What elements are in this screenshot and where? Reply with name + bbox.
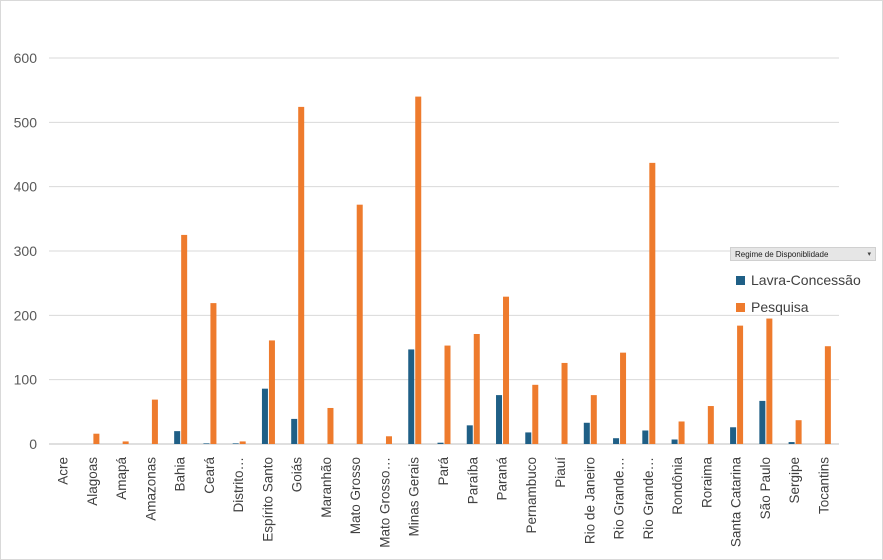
bar-pesquisa	[415, 96, 422, 444]
bar-pesquisa	[210, 303, 217, 444]
bar-pesquisa	[561, 362, 568, 444]
bar-lavra	[671, 439, 678, 444]
bar-pesquisa	[327, 407, 334, 444]
x-tick-label: Rio Grande…	[641, 457, 656, 540]
x-tick-label: Espírito Santo	[260, 457, 275, 542]
bar-lavra	[437, 442, 444, 444]
x-tick-label: Mato Grosso	[348, 457, 363, 534]
bar-pesquisa	[532, 384, 539, 444]
x-tick-label: Acre	[56, 457, 71, 485]
x-tick-label: Mato Grosso…	[377, 457, 392, 548]
y-tick-label: 100	[14, 372, 38, 388]
bar-lavra	[525, 432, 532, 444]
bar-pesquisa	[707, 406, 714, 444]
legend: Regime de Disponiblidade ▾ Lavra-Concess…	[730, 247, 876, 315]
bar-pesquisa	[678, 421, 685, 444]
y-tick-label: 400	[14, 179, 38, 195]
bar-lavra	[788, 442, 795, 444]
x-tick-label: Paraíba	[465, 457, 480, 505]
bar-lavra	[496, 395, 503, 444]
x-tick-label: Tocantins	[816, 457, 831, 514]
bar-pesquisa	[766, 318, 773, 444]
bar-lavra	[261, 388, 268, 444]
bar-lavra	[583, 422, 590, 444]
bar-pesquisa	[444, 345, 451, 444]
bar-lavra	[642, 430, 649, 444]
x-tick-label: Roraima	[699, 457, 714, 509]
bar-pesquisa	[181, 234, 188, 444]
bar-pesquisa	[122, 441, 129, 444]
y-tick-label: 200	[14, 307, 38, 323]
bar-pesquisa	[737, 325, 744, 444]
x-tick-label: Alagoas	[85, 457, 100, 506]
bar-lavra	[466, 425, 473, 444]
legend-item-pesquisa: Pesquisa	[736, 299, 876, 315]
x-tick-label: Pernambuco	[524, 457, 539, 534]
bar-lavra	[613, 438, 620, 444]
x-tick-label: Paraná	[495, 457, 510, 501]
bar-lavra	[232, 443, 239, 444]
y-tick-label: 0	[29, 436, 37, 452]
bar-pesquisa	[151, 399, 158, 444]
x-tick-label: Rondônia	[670, 457, 685, 515]
legend-item-lavra: Lavra-Concessão	[736, 272, 876, 288]
bar-pesquisa	[268, 340, 275, 444]
legend-label-pesquisa: Pesquisa	[751, 299, 809, 315]
x-tick-label: Goiás	[290, 457, 305, 493]
bar-pesquisa	[590, 395, 597, 444]
bar-pesquisa	[356, 204, 363, 444]
bar-pesquisa	[93, 433, 100, 444]
x-tick-label: Ceará	[202, 457, 217, 494]
bar-lavra	[291, 418, 298, 444]
legend-label-lavra: Lavra-Concessão	[751, 272, 861, 288]
bar-pesquisa	[503, 296, 510, 444]
bar-pesquisa	[298, 106, 305, 444]
bar-pesquisa	[385, 436, 392, 444]
x-tick-label: Amapá	[114, 457, 129, 500]
bar-pesquisa	[649, 162, 656, 444]
legend-filter-dropdown[interactable]: Regime de Disponiblidade ▾	[730, 247, 876, 261]
chevron-down-icon[interactable]: ▾	[867, 251, 871, 258]
bar-pesquisa	[239, 441, 246, 444]
bar-lavra	[174, 431, 181, 444]
x-tick-label: Rio Grande…	[612, 457, 627, 540]
x-tick-label: Santa Catarina	[729, 457, 744, 548]
x-tick-label: Piauí	[553, 457, 568, 488]
bar-pesquisa	[824, 346, 831, 444]
y-tick-label: 600	[14, 50, 38, 66]
bar-lavra	[408, 349, 415, 444]
x-tick-label: Maranhão	[319, 457, 334, 518]
legend-swatch-pesquisa	[736, 302, 745, 312]
x-tick-label: Minas Gerais	[407, 457, 422, 537]
x-tick-label: Sergipe	[787, 457, 802, 504]
y-tick-label: 500	[14, 114, 38, 130]
bar-pesquisa	[795, 420, 802, 444]
x-tick-label: Amazonas	[143, 457, 158, 521]
bar-pesquisa	[473, 333, 480, 444]
x-tick-label: São Paulo	[758, 457, 773, 519]
x-tick-label: Distrito…	[231, 457, 246, 513]
bar-pesquisa	[620, 352, 627, 444]
y-tick-label: 300	[14, 243, 38, 259]
bar-lavra	[203, 443, 210, 444]
bar-lavra	[730, 427, 737, 444]
x-tick-label: Pará	[436, 457, 451, 486]
x-tick-label: Rio de Janeiro	[582, 457, 597, 544]
x-tick-label: Bahia	[173, 457, 188, 492]
legend-swatch-lavra	[736, 275, 745, 285]
legend-filter-label: Regime de Disponiblidade	[735, 249, 829, 259]
bar-lavra	[759, 400, 766, 444]
